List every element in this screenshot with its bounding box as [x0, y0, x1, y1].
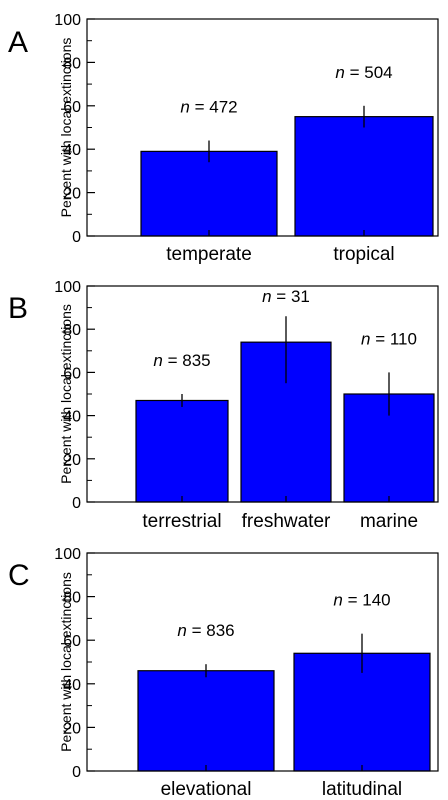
- y-axis-label: Percent with local extinctions: [58, 304, 74, 484]
- panel-a: A Percent with local extinctions 0 20 40 60 80…: [8, 12, 439, 265]
- y-tick-label: 60: [63, 365, 81, 382]
- panel-c: C Percent with local extinctions 0 20 40 60 80…: [8, 546, 439, 800]
- x-tick-label-elevational: elevational: [161, 779, 252, 800]
- y-tick-label: 20: [63, 186, 81, 203]
- y-tick-label: 100: [54, 546, 81, 563]
- y-tick-label: 0: [72, 764, 81, 781]
- y-tick-label: 80: [63, 590, 81, 607]
- y-tick-label: 60: [63, 633, 81, 650]
- y-tick-label: 40: [63, 677, 81, 694]
- x-tick-label-marine: marine: [360, 511, 418, 532]
- x-tick-label-latitudinal: latitudinal: [322, 779, 402, 800]
- y-tick-label: 100: [54, 12, 81, 29]
- sample-size-label: n = 140: [333, 591, 390, 610]
- x-tick-label-freshwater: freshwater: [242, 511, 331, 532]
- y-tick-label: 80: [63, 55, 81, 72]
- sample-size-label: n = 110: [361, 329, 417, 348]
- panel-letter: A: [8, 26, 28, 59]
- panel-b: B Percent with local extinctions 0 20 40 60 80…: [8, 279, 439, 532]
- x-tick-label-temperate: temperate: [166, 244, 252, 265]
- bar-tropical: [294, 116, 434, 237]
- y-axis-label: Percent with local extinctions: [58, 38, 74, 218]
- y-tick-label: 20: [63, 452, 81, 469]
- panel-letter: B: [8, 292, 28, 325]
- y-tick-label: 60: [63, 99, 81, 116]
- y-tick-label: 0: [72, 495, 81, 512]
- x-tick-label-terrestrial: terrestrial: [142, 511, 221, 532]
- bar-elevational: [137, 670, 275, 772]
- sample-size-label: n = 31: [262, 287, 310, 306]
- x-tick-label-tropical: tropical: [333, 244, 394, 265]
- sample-size-label: n = 472: [180, 98, 237, 117]
- y-tick-label: 40: [63, 409, 81, 426]
- bar-terrestrial: [135, 399, 229, 503]
- y-tick-label: 0: [72, 229, 81, 246]
- bar-temperate: [140, 150, 278, 237]
- sample-size-label: n = 504: [335, 63, 392, 82]
- y-tick-label: 80: [63, 322, 81, 339]
- sample-size-label: n = 836: [177, 621, 234, 640]
- y-tick-label: 100: [54, 279, 81, 296]
- panel-letter: C: [8, 559, 30, 592]
- sample-size-label: n = 835: [153, 351, 210, 370]
- y-tick-label: 40: [63, 142, 81, 159]
- y-tick-label: 20: [63, 720, 81, 737]
- y-axis-label: Percent with local extinctions: [58, 572, 74, 752]
